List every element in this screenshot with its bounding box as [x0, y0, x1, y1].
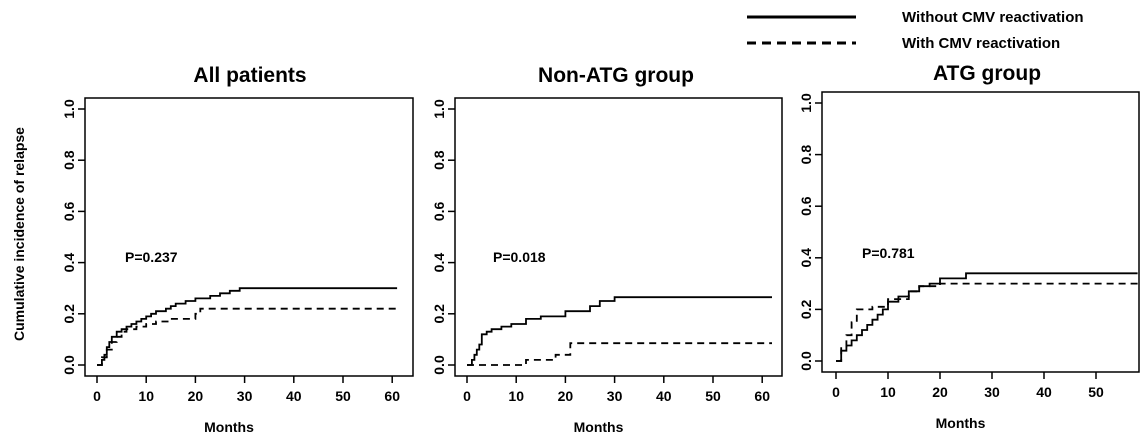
series-with-cmv-line: [97, 307, 398, 366]
p-value-annotation: P=0.781: [862, 245, 915, 261]
y-tick-label: 0.2: [798, 299, 814, 319]
y-tick-label: 0.2: [61, 304, 77, 324]
y-tick-label: 1.0: [798, 93, 814, 113]
x-tick-label: 0: [832, 384, 840, 400]
x-tick-label: 40: [286, 388, 302, 404]
chart-title: Non-ATG group: [538, 64, 694, 87]
y-tick-label: 0.4: [61, 253, 77, 273]
series-without-cmv-line: [836, 272, 1138, 362]
p-value-annotation: P=0.237: [125, 249, 178, 265]
chart-title: ATG group: [933, 62, 1041, 85]
y-tick-label: 0.8: [798, 145, 814, 165]
x-tick-label: 20: [932, 384, 948, 400]
y-tick-label: 0.6: [61, 201, 77, 221]
y-tick-label: 1.0: [431, 99, 447, 119]
chart-panel-3: ATG group 0 10 20 30 40 50 0.0 0.2 0.4 0.6 0.8 1.0 Mo…: [798, 62, 1140, 431]
x-tick-label: 40: [656, 388, 672, 404]
y-tick-label: 0.6: [798, 196, 814, 216]
x-tick-label: 30: [984, 384, 1000, 400]
x-axis-label: Months: [936, 415, 986, 431]
x-tick-label: 10: [138, 388, 154, 404]
x-tick-label: 0: [93, 388, 101, 404]
x-tick-label: 10: [508, 388, 524, 404]
y-tick-label: 0.0: [61, 355, 77, 375]
x-tick-label: 30: [237, 388, 253, 404]
legend-label-with-cmv: With CMV reactivation: [902, 35, 1060, 52]
p-value-annotation: P=0.018: [493, 249, 546, 265]
chart-panel-1: All patients 0 10 20 30 40 50 60 0.0 0.2 0.4 0.6 0.8…: [11, 64, 414, 435]
x-tick-label: 60: [754, 388, 770, 404]
legend-label-without-cmv: Without CMV reactivation: [902, 9, 1084, 26]
x-tick-label: 0: [463, 388, 471, 404]
x-tick-label: 50: [705, 388, 721, 404]
x-tick-label: 60: [384, 388, 400, 404]
chart-panel-2: Non-ATG group 0 10 20 30 40 50 60 0.0 0.2 0.4 0.6 0.…: [431, 64, 783, 435]
y-tick-label: 0.0: [798, 351, 814, 371]
x-tick-label: 10: [880, 384, 896, 400]
legend: Without CMV reactivation With CMV reacti…: [747, 9, 1084, 52]
y-tick-label: 0.0: [431, 355, 447, 375]
x-tick-label: 50: [1088, 384, 1104, 400]
x-tick-label: 40: [1036, 384, 1052, 400]
series-without-cmv-line: [97, 287, 398, 366]
chart-title: All patients: [193, 64, 306, 87]
y-tick-label: 0.8: [431, 150, 447, 170]
chart-panels: All patients 0 10 20 30 40 50 60 0.0 0.2 0.4 0.6 0.8…: [11, 62, 1140, 435]
x-tick-label: 30: [607, 388, 623, 404]
series-without-cmv-line: [467, 296, 772, 366]
y-tick-label: 1.0: [61, 99, 77, 119]
y-tick-label: 0.4: [431, 253, 447, 273]
plot-frame: [84, 97, 414, 377]
x-tick-label: 20: [558, 388, 574, 404]
plot-frame: [821, 91, 1140, 373]
series-with-cmv-line: [836, 282, 1138, 362]
x-axis-label: Months: [204, 419, 254, 435]
y-tick-label: 0.6: [431, 201, 447, 221]
y-axis-label: Cumulative incidence of relapse: [11, 127, 27, 341]
x-axis-label: Months: [574, 419, 624, 435]
x-tick-label: 20: [188, 388, 204, 404]
series-with-cmv-line: [467, 342, 772, 366]
plot-frame: [454, 97, 783, 377]
y-tick-label: 0.4: [798, 248, 814, 268]
x-tick-label: 50: [335, 388, 351, 404]
y-tick-label: 0.8: [61, 150, 77, 170]
y-tick-label: 0.2: [431, 304, 447, 324]
